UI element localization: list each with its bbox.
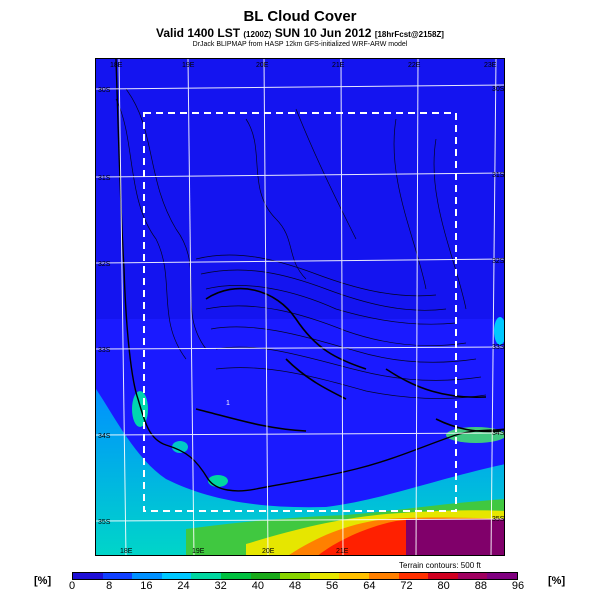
lon-label-top: 19E <box>182 62 195 69</box>
map-title: BL Cloud Cover <box>243 8 357 25</box>
lat-lon-grid <box>96 59 504 555</box>
lat-label-right: 33S <box>492 344 505 351</box>
colorbar-swatch <box>220 573 251 579</box>
cloud-patch-east-coast <box>494 317 504 345</box>
lon-label-bottom: 20E <box>262 548 275 555</box>
colorbar-swatch <box>132 573 162 579</box>
colorbar <box>72 572 518 580</box>
lat-label-left: 31S <box>98 175 111 182</box>
colorbar-swatch <box>250 573 281 579</box>
colorbar-swatch <box>280 573 310 579</box>
cloud-cover-map: 1 18E 19E 20E 21E 22E 23E 18E 19E 20E 21… <box>95 58 505 556</box>
terrain-contour-note: Terrain contours: 500 ft <box>399 561 481 570</box>
lon-label-bottom: 21E <box>336 548 349 555</box>
colorbar-swatch <box>368 573 399 579</box>
colorbar-swatch <box>309 573 340 579</box>
forecast-date: SUN 10 Jun 2012 <box>274 26 372 40</box>
model-credit: DrJack BLIPMAP from HASP 12km GFS-initia… <box>192 41 408 48</box>
colorbar-unit-right: [%] <box>548 575 566 587</box>
cloud-patch-south <box>208 475 228 487</box>
lon-label-top: 23E <box>484 62 497 69</box>
lat-label-left: 33S <box>98 347 111 354</box>
colorbar-swatch <box>398 573 429 579</box>
terrain-contours-bold <box>195 287 502 433</box>
colorbar-swatch <box>161 573 192 579</box>
utc-time: (1200Z) <box>243 30 272 39</box>
colorbar-tick-label: 0 <box>68 580 76 592</box>
colorbar-swatch <box>339 573 369 579</box>
lon-label-bottom: 18E <box>120 548 133 555</box>
lat-label-left: 34S <box>98 433 111 440</box>
lat-label-right: 34S <box>492 430 505 437</box>
colorbar-tick-label: 80 <box>437 580 450 592</box>
terrain-contours <box>115 88 487 399</box>
colorbar-tick-label: 64 <box>363 580 376 592</box>
colorbar-tick-label: 56 <box>326 580 339 592</box>
lon-label-top: 22E <box>408 62 421 69</box>
colorbar-tick-label: 32 <box>214 580 227 592</box>
colorbar-tick-label: 88 <box>474 580 487 592</box>
lat-label-right: 31S <box>492 172 505 179</box>
forecast-info: [18hrFcst@2158Z] <box>374 30 444 39</box>
colorbar-tick-label: 16 <box>140 580 153 592</box>
colorbar-tick-label: 40 <box>251 580 264 592</box>
lon-label-top: 21E <box>332 62 345 69</box>
lat-label-right: 35S <box>492 516 505 523</box>
colorbar-swatch <box>102 573 133 579</box>
colorbar-tick-label: 8 <box>106 580 113 592</box>
colorbar-tick-label: 72 <box>400 580 413 592</box>
lon-label-top: 20E <box>256 62 269 69</box>
colorbar-tick-label: 48 <box>288 580 302 592</box>
colorbar-swatch <box>73 573 103 579</box>
colorbar-unit-left: [%] <box>34 575 52 587</box>
colorbar-ticks: 0 8 16 24 32 40 48 56 64 72 80 88 96 <box>68 580 524 594</box>
colorbar-swatch <box>428 573 458 579</box>
cloud-band-purple <box>406 519 504 555</box>
colorbar-tick-label: 24 <box>177 580 190 592</box>
lat-label-left: 30S <box>98 87 111 94</box>
cloud-patch-bay <box>172 441 188 453</box>
colorbar-swatch <box>487 573 517 579</box>
lon-label-top: 18E <box>110 62 123 69</box>
lon-label-bottom: 19E <box>192 548 205 555</box>
lat-label-right: 30S <box>492 86 505 93</box>
point-marker-label: 1 <box>226 400 230 407</box>
colorbar-tick-label: 96 <box>511 580 525 592</box>
colorbar-swatch <box>191 573 221 579</box>
coastline <box>115 59 504 492</box>
colorbar-swatch <box>457 573 488 579</box>
valid-time: Valid 1400 LST <box>156 26 241 40</box>
inner-domain-box <box>143 112 457 512</box>
lat-label-left: 32S <box>98 261 111 268</box>
lat-label-right: 32S <box>492 258 505 265</box>
lat-label-left: 35S <box>98 519 111 526</box>
map-subtitle: Valid 1400 LST (1200Z) SUN 10 Jun 2012 [… <box>0 26 600 40</box>
